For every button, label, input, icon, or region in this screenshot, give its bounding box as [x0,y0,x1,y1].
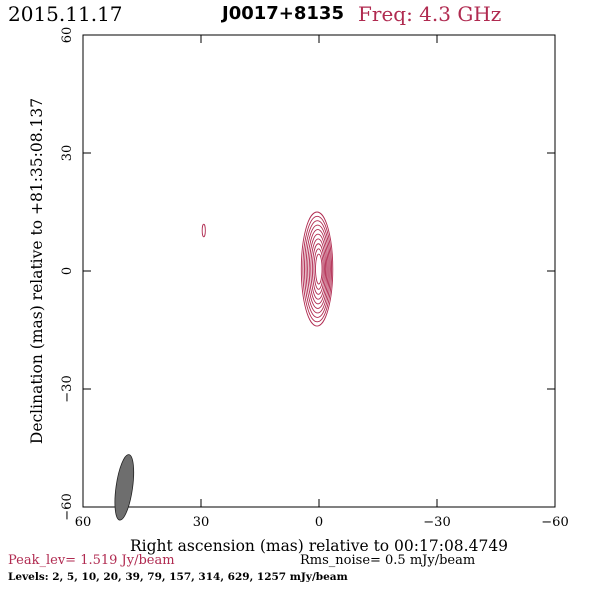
y-tick-label: 60 [60,27,75,44]
core-contour [307,229,329,309]
y-tick-label: −30 [60,375,75,402]
y-tick-label: 30 [60,145,75,162]
source-name: J0017+8135 [222,3,344,24]
core-contour [308,233,328,305]
core-contour [313,248,324,290]
core-contour [304,220,331,318]
y-tick-label: 0 [60,267,75,275]
y-tick-label: −60 [60,493,75,520]
x-axis-label: Right ascension (mas) relative to 00:17:… [130,537,508,555]
peak-level: Peak_lev= 1.519 Jy/beam [8,553,175,568]
core-contour [315,253,323,285]
core-contour [310,238,327,300]
x-tick-label: −30 [423,515,450,530]
core-contour [300,211,334,327]
x-tick-label: 0 [315,515,323,530]
plot-frame [82,34,556,508]
core-contour [311,243,325,295]
contour-levels: Levels: 2, 5, 10, 20, 39, 79, 157, 314, … [8,571,348,583]
x-tick-label: 60 [75,515,92,530]
frequency-label: Freq: 4.3 GHz [358,2,502,26]
y-axis-label: Declination (mas) relative to +81:35:08.… [28,98,46,444]
rms-noise: Rms_noise= 0.5 mJy/beam [300,553,476,568]
contours [114,211,334,521]
observation-date: 2015.11.17 [8,2,123,26]
core-contour [305,224,330,314]
knot-contour [201,223,206,238]
beam-ellipse [114,454,135,521]
core-contour [302,215,333,323]
x-tick-label: 30 [193,515,210,530]
x-tick-label: −60 [541,515,568,530]
